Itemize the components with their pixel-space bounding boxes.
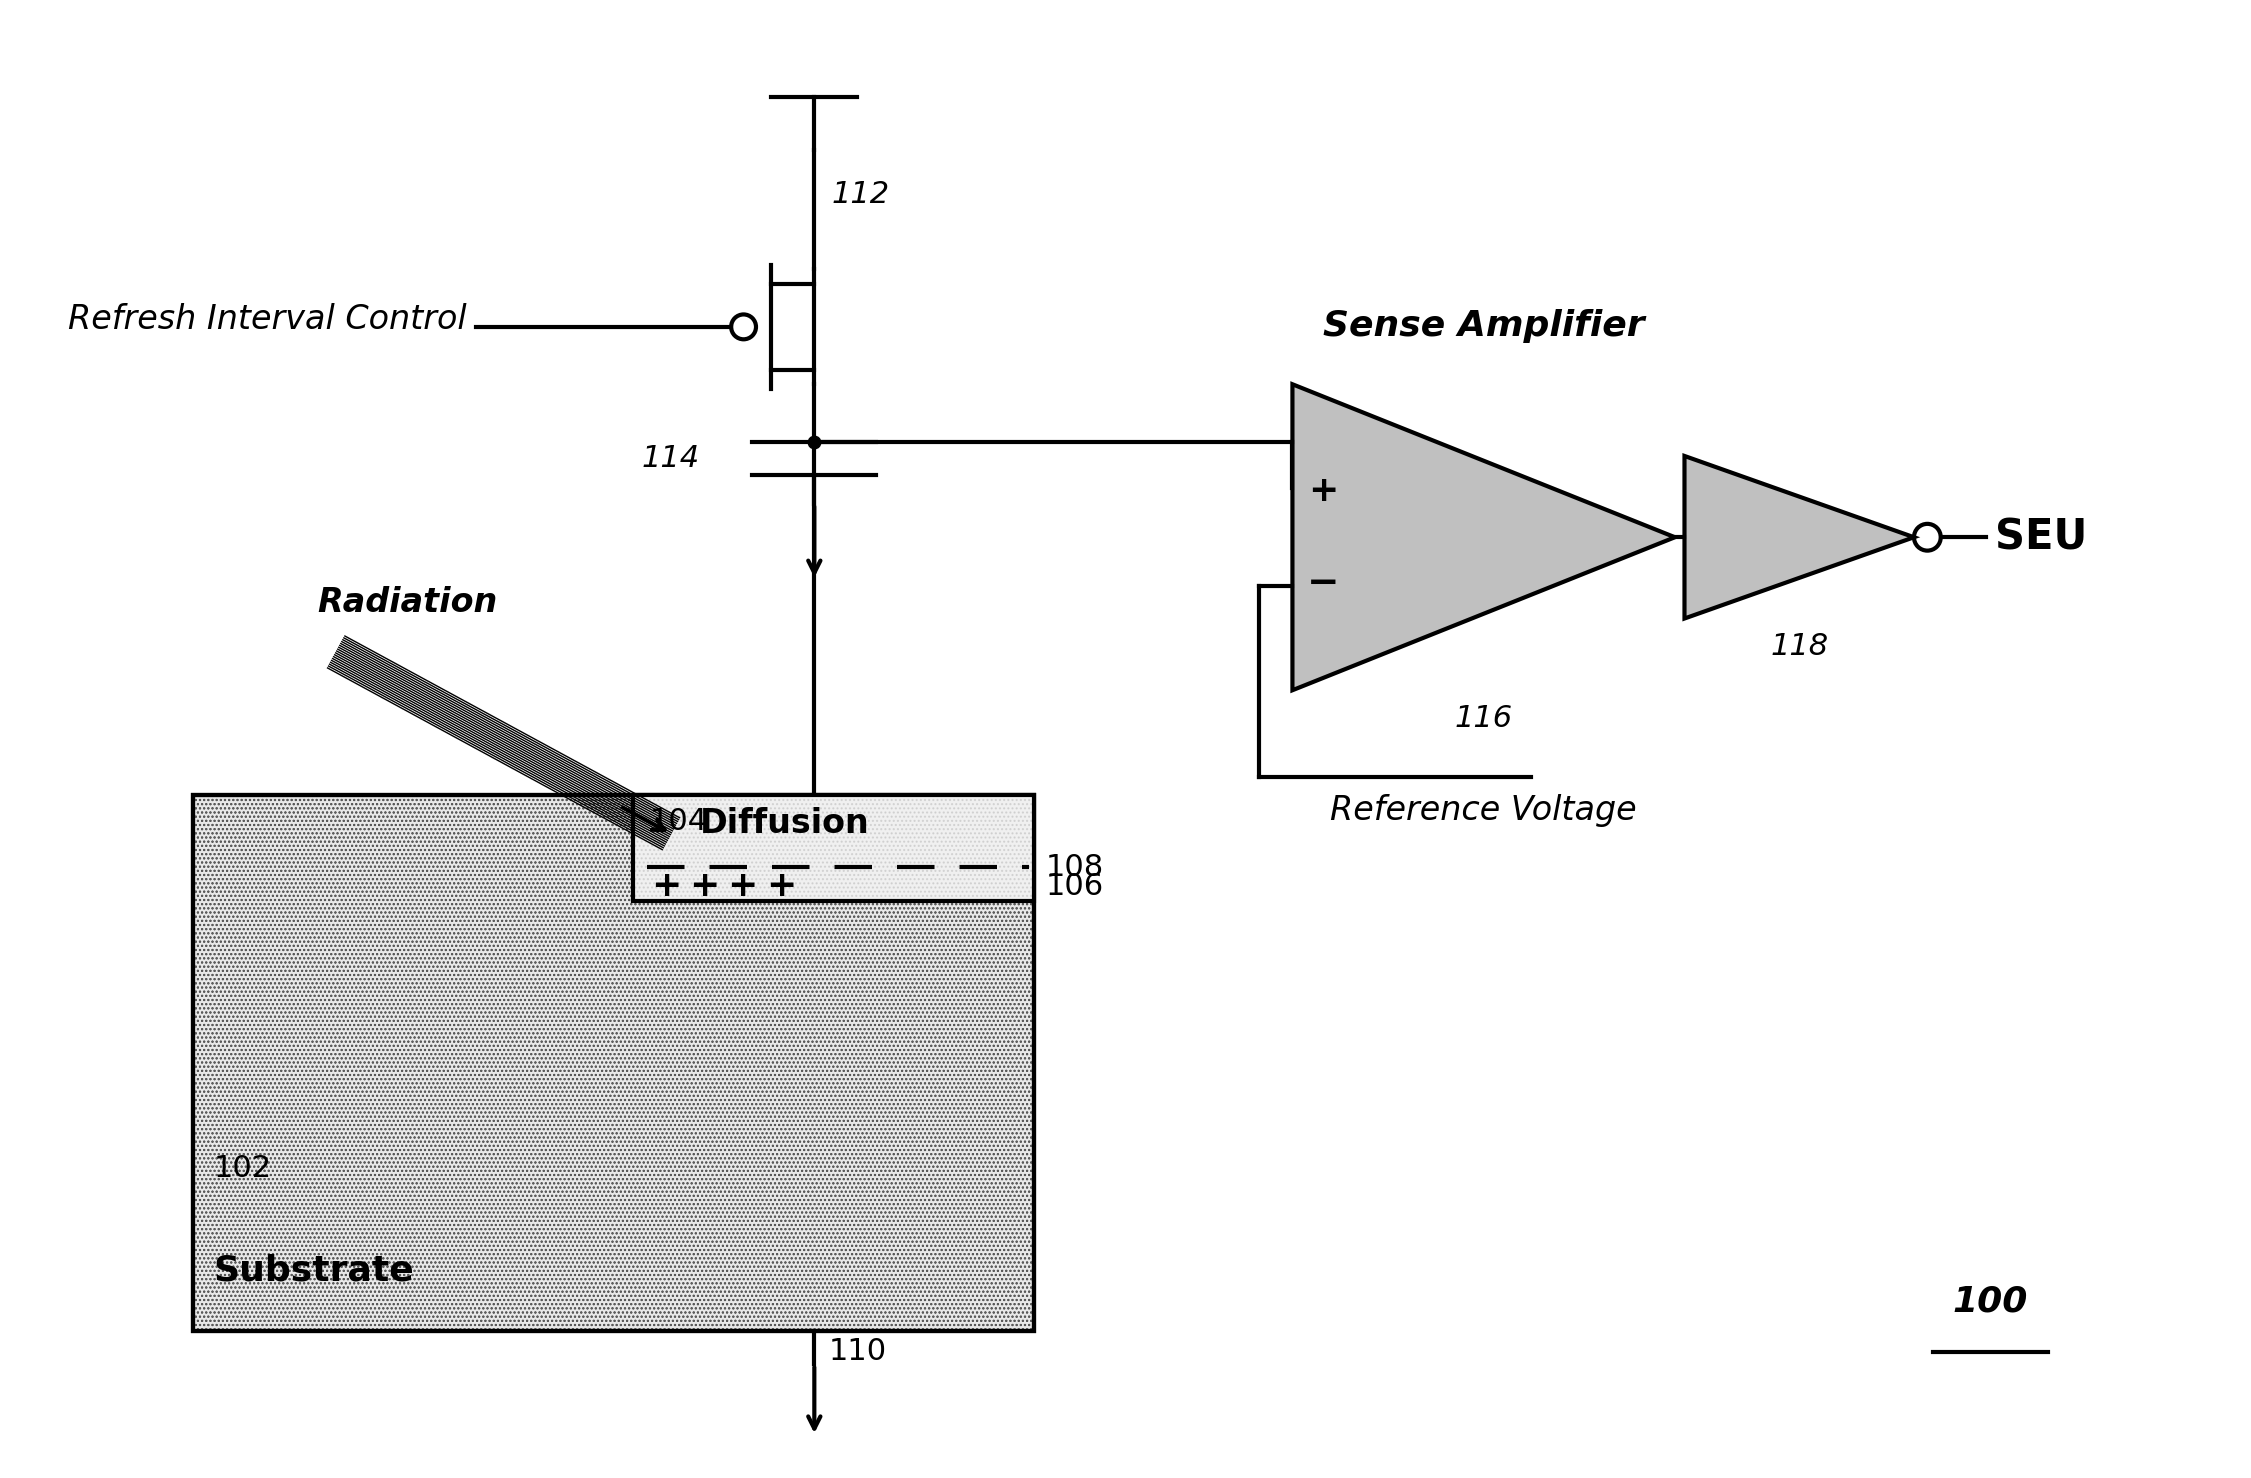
Text: +: + [765,869,797,903]
Text: Refresh Interval Control: Refresh Interval Control [68,303,466,336]
Text: Reference Voltage: Reference Voltage [1330,795,1636,828]
Bar [194,795,1033,1330]
Text: 112: 112 [831,179,889,208]
Text: Substrate: Substrate [214,1253,414,1287]
Text: +: + [727,869,759,903]
Text: 108: 108 [1047,853,1103,882]
Bar [633,795,1033,900]
Text: 116: 116 [1454,704,1513,733]
Bar [194,795,1033,1330]
Text: 102: 102 [214,1154,272,1182]
Bar [633,795,1033,900]
Bar [194,795,1033,1330]
Text: +: + [651,869,682,903]
Text: +: + [1308,474,1339,508]
Text: 106: 106 [1047,872,1103,900]
Text: 110: 110 [828,1338,887,1367]
Text: 104: 104 [651,807,709,837]
Text: +: + [689,869,720,903]
Polygon shape [1684,455,1913,618]
Text: 114: 114 [642,443,700,473]
Text: Diffusion: Diffusion [700,807,869,840]
Text: Radiation: Radiation [317,585,497,618]
Bar [633,795,1033,900]
Polygon shape [1292,384,1675,690]
Text: 100: 100 [1954,1284,2028,1318]
Text: −: − [1308,565,1339,602]
Text: SEU: SEU [1994,516,2087,559]
Text: Sense Amplifier: Sense Amplifier [1324,309,1645,343]
Text: 118: 118 [1769,633,1828,661]
Bar [194,795,1033,1330]
